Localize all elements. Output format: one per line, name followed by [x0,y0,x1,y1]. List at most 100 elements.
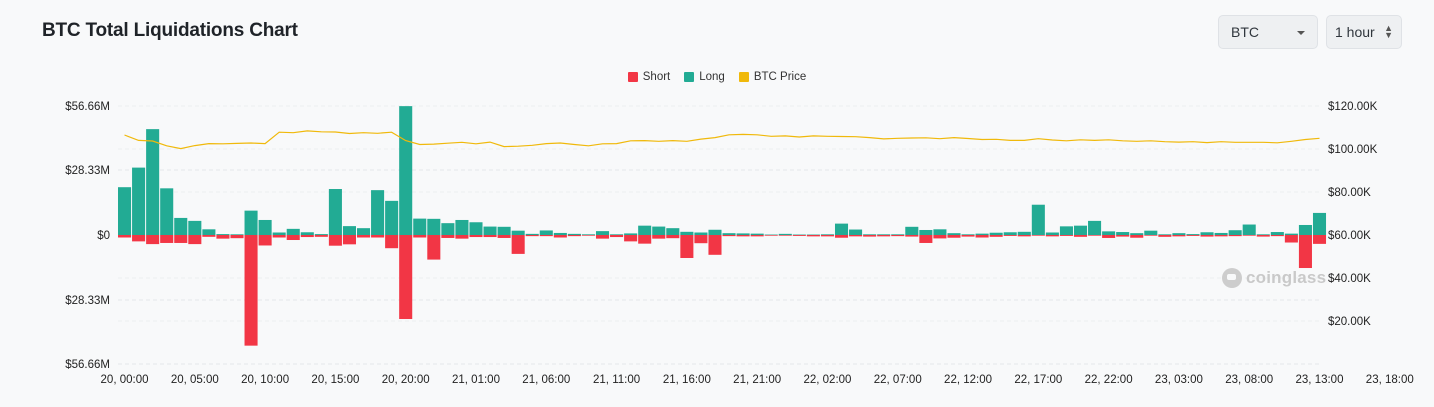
short-bar [174,235,188,243]
short-bar [581,235,595,236]
short-bar [483,235,497,238]
x-tick-label: 23, 03:00 [1155,374,1203,386]
long-bar [1312,212,1327,235]
short-bar [1003,235,1017,236]
long-bar [680,231,694,235]
long-bar [1242,224,1256,235]
y-right-tick-label: $120.00K [1328,101,1378,113]
long-bar [863,234,877,235]
long-bar [567,233,581,235]
x-tick-label: 21, 01:00 [452,374,500,386]
long-bar [216,234,230,235]
long-bar [1116,232,1130,235]
short-bar [300,235,314,238]
long-bar [174,217,188,235]
short-bar [553,235,567,238]
short-bar [1284,235,1298,243]
coin-select[interactable]: BTC [1218,15,1318,49]
long-bar [1270,232,1284,235]
short-bar [961,235,975,237]
legend-label-long: Long [699,71,725,83]
short-bar [891,235,905,237]
short-bar [118,235,132,238]
legend-label-btc-price: BTC Price [753,71,807,83]
long-bar [1186,234,1200,235]
long-bar [202,229,216,235]
long-bar [160,188,174,235]
short-bar [399,235,413,320]
long-bar [1256,234,1270,235]
long-bar [188,220,202,235]
short-bar [666,235,680,239]
long-bar [118,187,132,235]
short-bar [863,235,877,237]
short-bar [820,235,834,237]
chart-legend: Short Long BTC Price [0,71,1434,83]
short-bar [1270,235,1284,237]
short-bar [1228,235,1242,237]
long-bar [595,231,610,235]
long-bar [132,167,146,235]
short-bar [849,235,863,237]
short-bar [792,235,806,236]
long-bar [511,230,525,235]
short-bar [427,235,441,260]
long-bar [1045,232,1059,235]
short-bar [694,235,708,244]
interval-select[interactable]: 1 hour ▲ ▼ [1326,15,1402,49]
y-left-tick-label: $56.66M [65,359,110,371]
long-bar [1003,232,1017,235]
short-bar [314,235,328,237]
long-bar [525,233,539,235]
long-bar [441,223,455,235]
legend-item-short[interactable]: Short [627,71,671,83]
x-tick-label: 21, 11:00 [593,374,640,386]
y-right-tick-label: $20.00K [1328,316,1371,328]
up-down-arrows-icon: ▲ ▼ [1384,23,1393,40]
legend-item-btc-price[interactable]: BTC Price [738,71,807,83]
long-bar [736,233,750,235]
short-bar [371,235,385,238]
short-bar [497,235,511,238]
long-bar [399,106,413,236]
short-bar [947,235,961,238]
short-bar [595,235,610,239]
short-bar [933,235,947,239]
long-bar [891,234,905,235]
long-bar [1102,231,1116,235]
long-bar [1298,224,1312,235]
x-tick-label: 22, 07:00 [874,374,922,386]
short-bar [1172,235,1186,237]
btc-price-line [124,130,1320,150]
legend-label-short: Short [642,71,671,83]
short-bar [652,235,666,239]
short-bar [1031,235,1045,236]
short-bar [1116,235,1130,237]
long-bar [905,226,919,235]
x-tick-label: 23, 13:00 [1296,374,1344,386]
long-bar [314,234,328,235]
y-right-tick-label: $60.00K [1328,230,1371,242]
short-bar [1256,235,1270,237]
short-bar [539,235,553,237]
legend-swatch-short [627,72,638,82]
short-bar [1242,235,1256,236]
long-bar [371,190,385,235]
long-bar [230,234,244,235]
long-bar [708,229,722,235]
short-bar [1200,235,1214,237]
y-right-tick-label: $100.00K [1328,144,1378,156]
short-bar [1059,235,1073,236]
y-left-tick-label: $0 [97,230,110,242]
short-bar [188,235,202,245]
long-bar [877,234,891,235]
short-bar [975,235,989,238]
y-right-tick-label: $80.00K [1328,187,1371,199]
long-bar [258,219,272,235]
x-tick-label: 20, 15:00 [311,374,359,386]
long-bar [497,226,511,235]
short-bar [722,235,736,237]
long-bar [1284,233,1298,235]
legend-item-long[interactable]: Long [684,71,725,83]
